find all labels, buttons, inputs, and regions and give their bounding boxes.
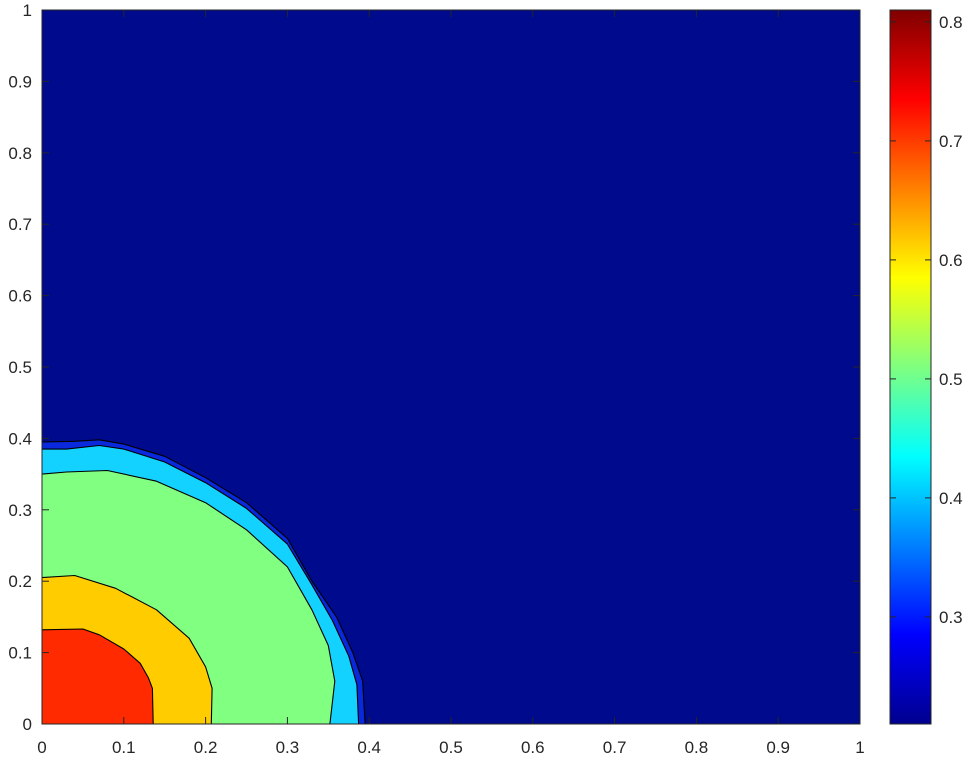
x-tick-label: 0.5 [439,738,463,757]
colorbar-tick-label: 0.7 [939,132,963,151]
y-tick-label: 0.1 [8,644,32,663]
colorbar-tick-label: 0.8 [939,13,963,32]
x-tick-label: 0.3 [276,738,300,757]
x-tick-label: 0.9 [766,738,790,757]
colorbar-tick-label: 0.3 [939,608,963,627]
colorbar-tick-label: 0.6 [939,251,963,270]
contour-band-0.74 [42,629,154,724]
contour-line-band-0.63 [42,574,213,724]
y-tick-label: 0.2 [8,572,32,591]
x-tick-label: 0.1 [112,738,136,757]
x-tick-label: 0.7 [603,738,627,757]
x-axis: 0 0.1 0.2 0.3 0.4 0.5 0.6 0.7 0.8 0.9 1 [37,10,865,757]
x-tick-label: 0 [37,738,46,757]
y-tick-label: 0.9 [8,72,32,91]
contour-lines [42,439,366,724]
y-tick-label: 1 [23,1,32,20]
colorbar-tick-label: 0.5 [939,370,963,389]
colorbar: 0.3 0.4 0.5 0.6 0.7 0.8 [889,9,963,725]
y-tick-label: 0 [23,715,32,734]
colorbar-ticks: 0.3 0.4 0.5 0.6 0.7 0.8 [890,13,963,627]
contour-line-band-0.27 [42,439,366,724]
contour-line-band-0.42 [42,444,360,724]
y-tick-label: 0.7 [8,215,32,234]
colorbar-box [889,9,932,725]
x-tick-label: 0.2 [194,738,218,757]
contour-line-band-0.74 [42,628,154,724]
x-tick-label: 1 [855,738,864,757]
colorbar-tick-label: 0.4 [939,489,963,508]
contour-line-band-0.52 [42,469,336,724]
x-tick-label: 0.4 [357,738,381,757]
y-axis: 0 0.1 0.2 0.3 0.4 0.5 0.6 0.7 0.8 0.9 1 [8,1,860,734]
y-tick-label: 0.4 [8,429,32,448]
y-tick-label: 0.8 [8,144,32,163]
y-tick-label: 0.6 [8,287,32,306]
contour-bands [42,439,366,724]
x-tick-label: 0.8 [685,738,709,757]
colorbar-gradient [890,10,931,724]
y-tick-label: 0.5 [8,358,32,377]
x-tick-label: 0.6 [521,738,545,757]
plot-area: 0 0.1 0.2 0.3 0.4 0.5 0.6 0.7 0.8 0.9 1 0 0.1 0.2 0.3… [8,1,864,757]
y-tick-label: 0.3 [8,501,32,520]
